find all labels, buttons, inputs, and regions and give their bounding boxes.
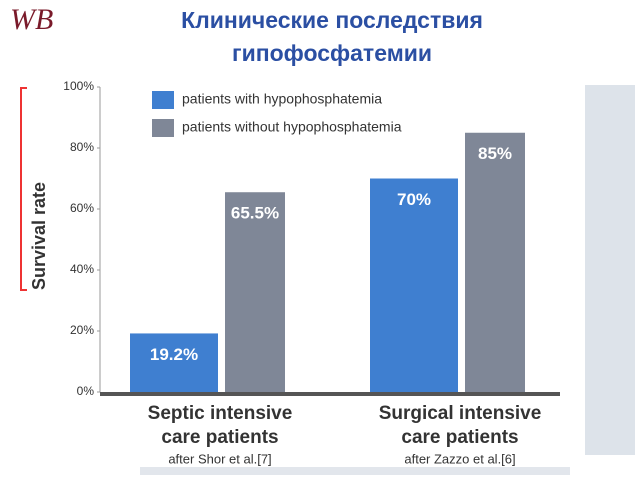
y-tick-label: 40% xyxy=(70,262,94,276)
y-axis-label: Survival rate xyxy=(29,182,49,290)
y-tick-label: 60% xyxy=(70,201,94,215)
category-note: after Shor et al.[7] xyxy=(168,451,271,466)
bar xyxy=(130,333,218,392)
x-tick-label: Septic intensive xyxy=(148,403,293,424)
logo: WB xyxy=(10,3,53,36)
baseline xyxy=(100,392,560,396)
y-tick-label: 100% xyxy=(63,79,94,93)
value-label: 85% xyxy=(478,144,512,163)
legend-swatch xyxy=(152,119,174,137)
bracket xyxy=(20,87,27,291)
title: гипофосфатемии xyxy=(232,40,432,66)
y-tick-label: 0% xyxy=(77,384,95,398)
value-label: 70% xyxy=(397,190,431,209)
legend-label: patients without hypophosphatemia xyxy=(182,119,402,135)
y-tick-label: 80% xyxy=(70,140,94,154)
category-note: after Zazzo et al.[6] xyxy=(404,451,515,466)
legend-label: patients with hypophosphatemia xyxy=(182,91,382,107)
bar xyxy=(370,178,458,392)
x-tick-label: care patients xyxy=(161,427,278,448)
x-tick-label: Surgical intensive xyxy=(379,403,542,424)
legend-swatch xyxy=(152,91,174,109)
value-label: 19.2% xyxy=(150,345,198,364)
bar xyxy=(465,132,525,392)
title: Клинические последствия xyxy=(181,7,483,33)
bar xyxy=(225,192,285,392)
y-tick-label: 20% xyxy=(70,323,94,337)
x-tick-label: care patients xyxy=(401,427,518,448)
value-label: 65.5% xyxy=(231,204,279,223)
